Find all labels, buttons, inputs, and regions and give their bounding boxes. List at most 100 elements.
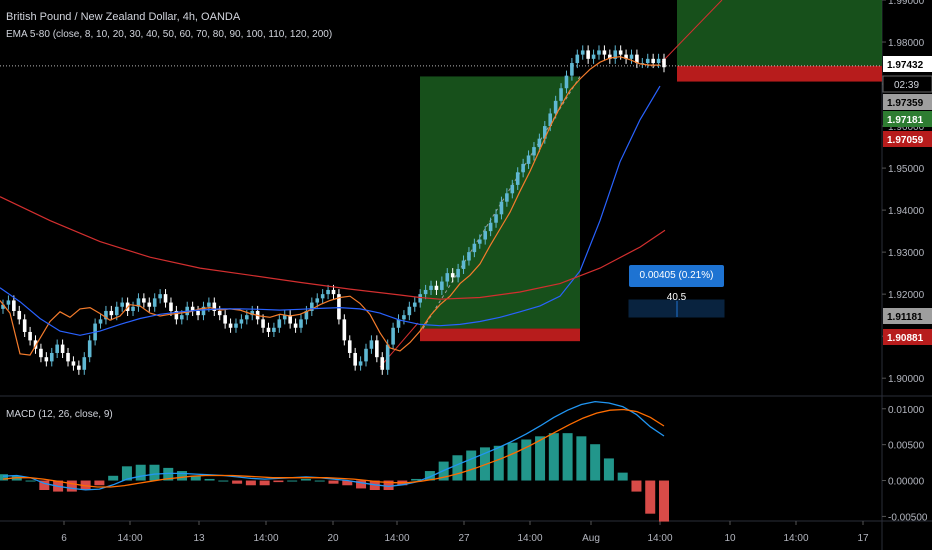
candle <box>440 281 444 290</box>
candle <box>266 327 271 332</box>
time-tick-label: 14:00 <box>384 533 409 544</box>
candle <box>104 310 108 320</box>
macd-histogram-bar <box>273 480 284 483</box>
candle <box>272 327 276 332</box>
candle <box>515 172 520 185</box>
ema-line-ema-30 <box>0 85 661 336</box>
candle <box>331 289 336 295</box>
macd-histogram-bar <box>659 480 669 522</box>
candle <box>407 306 412 316</box>
candle <box>629 54 634 59</box>
measure-callout: 0.00405 (0.21%) 40.5 <box>629 265 724 303</box>
candle <box>212 302 217 311</box>
macd-histogram-bar <box>287 480 298 482</box>
candle <box>429 285 433 290</box>
ema-line-ema-200 <box>0 196 666 300</box>
time-tick-label: Aug <box>582 533 600 544</box>
macd-histogram-bar <box>314 480 325 482</box>
macd-histogram-bar <box>603 458 614 481</box>
price-tick-label: 1.98000 <box>888 38 925 49</box>
candle <box>369 340 374 349</box>
macd-histogram-bar <box>383 480 394 491</box>
candle <box>315 298 320 303</box>
macd-histogram-bar <box>562 433 573 481</box>
time-tick-label: 6 <box>61 533 67 544</box>
macd-legend: MACD (12, 26, close, 9) <box>6 409 113 420</box>
price-tick-label: 1.93000 <box>888 248 925 259</box>
candle <box>624 54 628 59</box>
candle <box>44 357 49 362</box>
candle <box>98 319 103 324</box>
macd-tick-label: 0.00000 <box>888 477 925 488</box>
candle <box>564 75 569 89</box>
macd-histogram-bar <box>204 478 215 481</box>
candle <box>304 310 309 320</box>
candle <box>499 201 504 215</box>
candle <box>22 319 27 332</box>
macd-histogram-bar <box>135 464 146 481</box>
candle <box>380 357 385 370</box>
long-position-stop-zone <box>420 328 580 342</box>
candle <box>347 340 352 353</box>
price-badge-label: 1.90881 <box>887 333 924 344</box>
macd-histogram-bar <box>617 472 628 481</box>
candle <box>477 239 482 244</box>
candle <box>559 88 563 101</box>
candle <box>120 302 124 307</box>
time-tick-label: 20 <box>327 533 339 544</box>
candle <box>375 340 379 358</box>
candle <box>402 315 406 320</box>
long-position-2-profit-zone <box>677 0 882 66</box>
macd-histogram-bar <box>218 480 229 482</box>
candle <box>494 214 498 223</box>
candle <box>510 184 515 194</box>
macd-tick-label: -0.00500 <box>888 512 928 523</box>
macd-histogram-bar <box>521 439 532 481</box>
macd-histogram-bar <box>232 480 243 484</box>
candle <box>570 63 574 76</box>
price-badge-label: 1.91181 <box>887 312 923 323</box>
candle <box>217 310 222 316</box>
candle <box>602 50 607 55</box>
candle <box>299 319 303 328</box>
price-badge-entry <box>883 308 932 324</box>
candle <box>337 294 341 320</box>
candle <box>461 260 466 269</box>
candle <box>418 294 422 303</box>
candle <box>662 58 666 68</box>
candle <box>391 327 395 345</box>
candle <box>169 302 173 311</box>
countdown-label: 02:39 <box>894 80 919 91</box>
candle <box>223 315 227 324</box>
candle <box>591 54 596 59</box>
candle <box>174 310 179 320</box>
candle <box>342 319 347 341</box>
candle <box>505 193 509 202</box>
candle <box>532 147 536 156</box>
candle <box>586 50 590 59</box>
candle <box>651 58 655 64</box>
candle <box>575 54 580 64</box>
candle <box>33 340 38 349</box>
macd-histogram-bar <box>411 478 422 481</box>
candle <box>537 138 542 148</box>
candle <box>196 310 200 316</box>
candle <box>190 306 195 311</box>
macd-histogram-bar <box>576 436 587 481</box>
chart-title: British Pound / New Zealand Dollar, 4h, … <box>6 11 241 23</box>
price-badge-label: 1.97432 <box>887 60 924 71</box>
candle <box>635 54 639 64</box>
candle <box>326 289 330 295</box>
candle <box>613 50 618 59</box>
macd-histogram-bar <box>507 442 518 481</box>
macd-histogram-bar <box>342 480 353 486</box>
candle <box>608 54 612 59</box>
candle <box>131 306 135 311</box>
macd-histogram-bar <box>245 480 256 486</box>
candle <box>163 294 168 303</box>
candle <box>114 306 119 316</box>
price-badge-target <box>883 111 932 127</box>
time-tick-label: 10 <box>724 533 736 544</box>
candle <box>136 298 141 307</box>
